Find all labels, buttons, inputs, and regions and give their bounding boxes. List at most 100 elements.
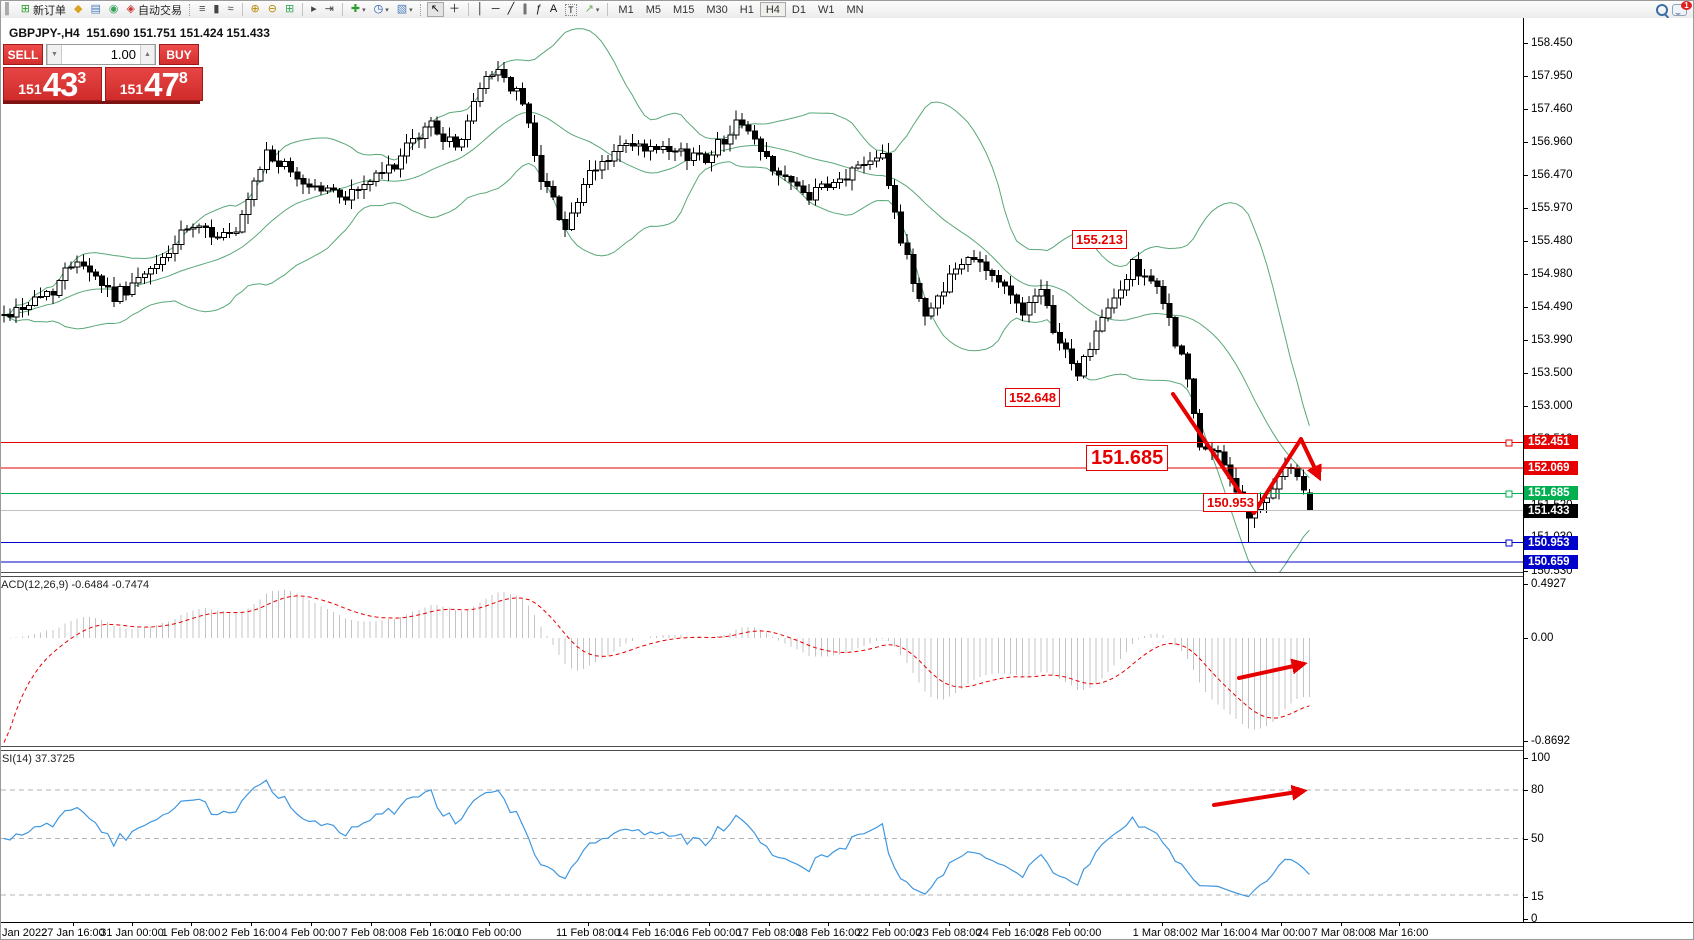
equidistant-channel-icon[interactable]: ∥	[519, 2, 531, 17]
rsi-indicator-label: RSI(14) 37.3725	[0, 753, 75, 765]
tab-timeframe-m5[interactable]: M5	[645, 3, 661, 16]
macd-pane-chart[interactable]	[1, 577, 1523, 746]
autotrading-button[interactable]: ◈ 自动交易	[124, 2, 185, 17]
axis-tick-label: 0.4927	[1531, 578, 1567, 590]
pane-separator[interactable]	[1, 572, 1693, 577]
axis-tick-mark	[1524, 109, 1528, 110]
zoom-in-icon[interactable]: ⊕	[248, 2, 263, 17]
axis-tick-mark	[1524, 406, 1528, 407]
signals-icon[interactable]: ◉	[106, 2, 122, 17]
axis-tick-label: 0.00	[1531, 632, 1554, 644]
cursor-icon[interactable]: ↖	[426, 2, 444, 17]
tile-windows-icon[interactable]: ⊞	[282, 2, 297, 17]
arrows-icon: ↗	[584, 3, 594, 15]
styler-bucket-icon[interactable]: ◆	[71, 2, 85, 17]
price-axis[interactable]: 158.450 157.950 157.460 156.960 156.470 155.9…	[1523, 18, 1693, 939]
fibonacci-icon[interactable]: ƒ	[533, 2, 545, 17]
pane-separator[interactable]	[1, 746, 1693, 751]
time-tick-mark	[1341, 923, 1342, 926]
price-chart[interactable]	[1, 18, 1523, 572]
axis-tick-mark	[1524, 758, 1528, 759]
fibonacci-icon: ƒ	[535, 3, 542, 15]
time-tick-mark	[769, 923, 770, 926]
buy-quote-prefix: 151	[119, 81, 144, 97]
price-callout[interactable]: 150.953	[1203, 493, 1258, 512]
tab-timeframe-m1[interactable]: M1	[618, 3, 634, 16]
templates-icon[interactable]: ▧ ▾	[394, 2, 416, 17]
buy-quote[interactable]: 151 47 8	[104, 67, 203, 101]
toolbar-separator	[341, 3, 343, 16]
toolbar-grip	[188, 3, 192, 16]
chevron-down-icon: ▾	[409, 6, 413, 14]
time-tick-label: 7 Feb 08:00	[341, 927, 401, 939]
price-callout[interactable]: 151.685	[1086, 445, 1169, 471]
axis-tick-mark	[1524, 839, 1528, 840]
sell-button[interactable]: SELL	[3, 44, 43, 65]
axis-tick-mark	[1524, 307, 1528, 308]
price-callout[interactable]: 155.213	[1072, 230, 1127, 249]
axis-tick-mark	[1524, 175, 1528, 176]
auto-scroll-icon[interactable]: ▸	[308, 2, 320, 17]
clipped-edge-icon[interactable]: ▌	[2, 2, 16, 17]
periods-clock-icon[interactable]: ◷ ▾	[371, 2, 392, 17]
zoom-out-icon: ⊖	[267, 3, 277, 15]
indicators-icon[interactable]: ✚ ▾	[348, 2, 369, 17]
text-label-icon[interactable]: T	[562, 2, 580, 17]
sell-quote[interactable]: 151 43 3	[3, 67, 102, 101]
time-tick-mark	[1281, 923, 1282, 926]
time-tick-mark	[430, 923, 431, 926]
auto-scroll-icon: ▸	[311, 3, 317, 15]
time-tick-mark	[1009, 923, 1010, 926]
tab-timeframe-d1[interactable]: D1	[791, 3, 806, 16]
zoom-out-icon[interactable]: ⊖	[265, 2, 280, 17]
volume-decrease-button[interactable]: ▼	[47, 45, 62, 64]
vertical-line-icon[interactable]: │	[474, 2, 487, 17]
text-icon[interactable]: A	[547, 2, 560, 17]
rsi-pane-chart[interactable]	[1, 751, 1523, 922]
time-tick-mark	[73, 923, 74, 926]
time-axis[interactable]: Jan 2022 27 Jan 16:00 31 Jan 00:00 1 Feb 08…	[1, 922, 1693, 939]
price-callout[interactable]: 152.648	[1005, 388, 1060, 407]
new-order-button[interactable]: ⊞ 新订单	[18, 2, 69, 17]
time-tick-mark	[709, 923, 710, 926]
price-tag: 152.069	[1524, 461, 1578, 475]
arrows-icon[interactable]: ↗ ▾	[582, 2, 603, 17]
indicators-icon: ✚	[350, 3, 361, 15]
crosshair-icon: ＋	[448, 3, 460, 15]
trendline-icon: ╱	[507, 3, 515, 15]
buy-button[interactable]: BUY	[159, 44, 199, 65]
time-tick-label: Jan 2022	[2, 927, 48, 939]
price-tag: 150.659	[1524, 555, 1578, 569]
volume-input[interactable]	[62, 45, 140, 64]
axis-tick-mark	[1524, 638, 1528, 639]
chat-icon[interactable]: 1	[1672, 1, 1692, 16]
bar-chart-profile-icon[interactable]: ≡	[196, 2, 208, 17]
axis-tick-label: 157.950	[1531, 70, 1573, 82]
axis-tick-label: 80	[1531, 784, 1544, 796]
market-depth-icon[interactable]: ▤	[87, 2, 103, 17]
horizontal-line-icon[interactable]: ─	[489, 2, 503, 17]
macd-indicator-label: MACD(12,26,9) -0.6484 -0.7474	[0, 579, 150, 591]
candlestick-profile-icon[interactable]: ▮	[210, 2, 222, 17]
time-tick-label: 8 Feb 16:00	[400, 927, 460, 939]
text-icon: A	[549, 3, 558, 15]
time-tick-label: 24 Feb 16:00	[976, 927, 1042, 939]
axis-tick-label: 0	[1531, 913, 1538, 925]
chart-shift-icon[interactable]: ⇥	[322, 2, 337, 17]
line-chart-profile-icon[interactable]: ≈	[224, 2, 236, 17]
toolbar: ▌ ⊞ 新订单 ◆ ▤ ◉ ◈ 自动交易 ≡ ▮ ≈ ⊕ ⊖ ⊞ ▸ ⇥ ✚ ▾ ◷ ▾ ▧ ▾ ↖ ＋ │ ─ ╱ ∥ ƒ A T ↗ ▾ M1…	[1, 1, 1693, 19]
volume-increase-button[interactable]: ▲	[140, 45, 155, 64]
tab-timeframe-h1[interactable]: H1	[739, 3, 754, 16]
crosshair-icon[interactable]: ＋	[446, 2, 463, 17]
sell-quote-big: 43	[42, 66, 79, 103]
tab-timeframe-w1[interactable]: W1	[817, 3, 835, 16]
toolbar-separator	[302, 3, 304, 16]
trendline-icon[interactable]: ╱	[505, 2, 518, 17]
tab-timeframe-h4[interactable]: H4	[759, 2, 786, 17]
search-icon[interactable]	[1656, 3, 1668, 16]
signals-icon: ◉	[108, 3, 119, 15]
tab-timeframe-mn[interactable]: MN	[846, 3, 864, 16]
tab-timeframe-m30[interactable]: M30	[706, 3, 728, 16]
tab-timeframe-m15[interactable]: M15	[672, 3, 695, 16]
time-tick-label: 14 Feb 16:00	[616, 927, 682, 939]
